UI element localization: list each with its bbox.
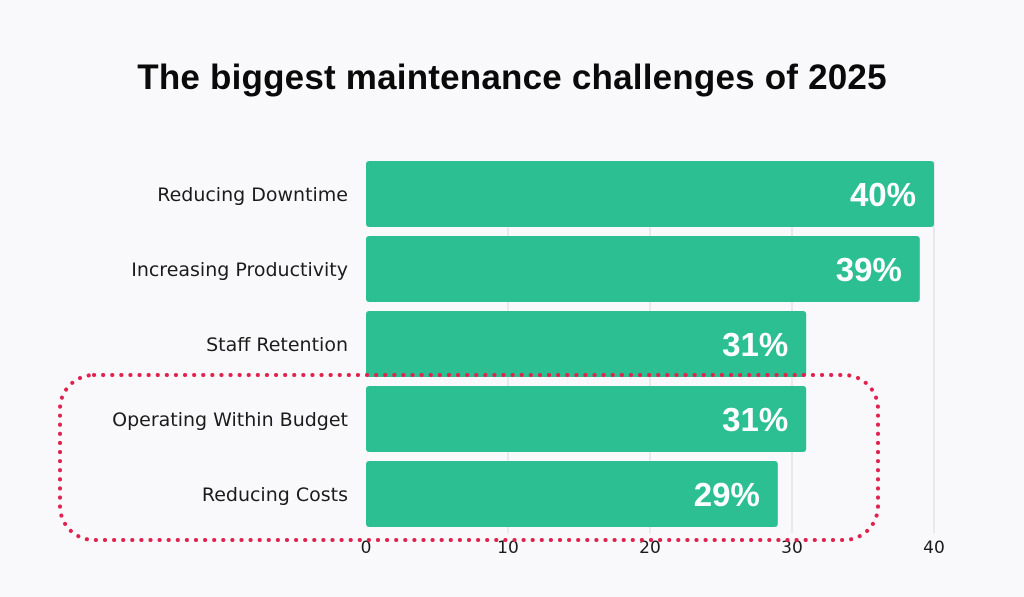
value-label: 31% [722,401,788,438]
bar [366,236,920,302]
x-tick-label: 30 [781,538,803,558]
category-label: Operating Within Budget [112,409,348,431]
value-label: 40% [850,176,916,213]
x-tick-label: 40 [923,538,945,558]
category-label: Reducing Downtime [157,184,348,206]
value-label: 29% [694,476,760,513]
x-tick-label: 20 [639,538,661,558]
bar [366,386,807,452]
highlight-outline [58,373,880,542]
bar [366,161,934,227]
value-label: 31% [722,326,788,363]
bar [366,311,807,377]
x-tick-label: 0 [361,538,372,558]
bar [366,461,778,527]
x-tick-label: 10 [497,538,519,558]
category-label: Increasing Productivity [131,259,348,281]
chart-title: The biggest maintenance challenges of 20… [137,58,887,97]
category-label: Reducing Costs [202,484,348,506]
value-label: 39% [836,251,902,288]
category-label: Staff Retention [206,334,348,356]
